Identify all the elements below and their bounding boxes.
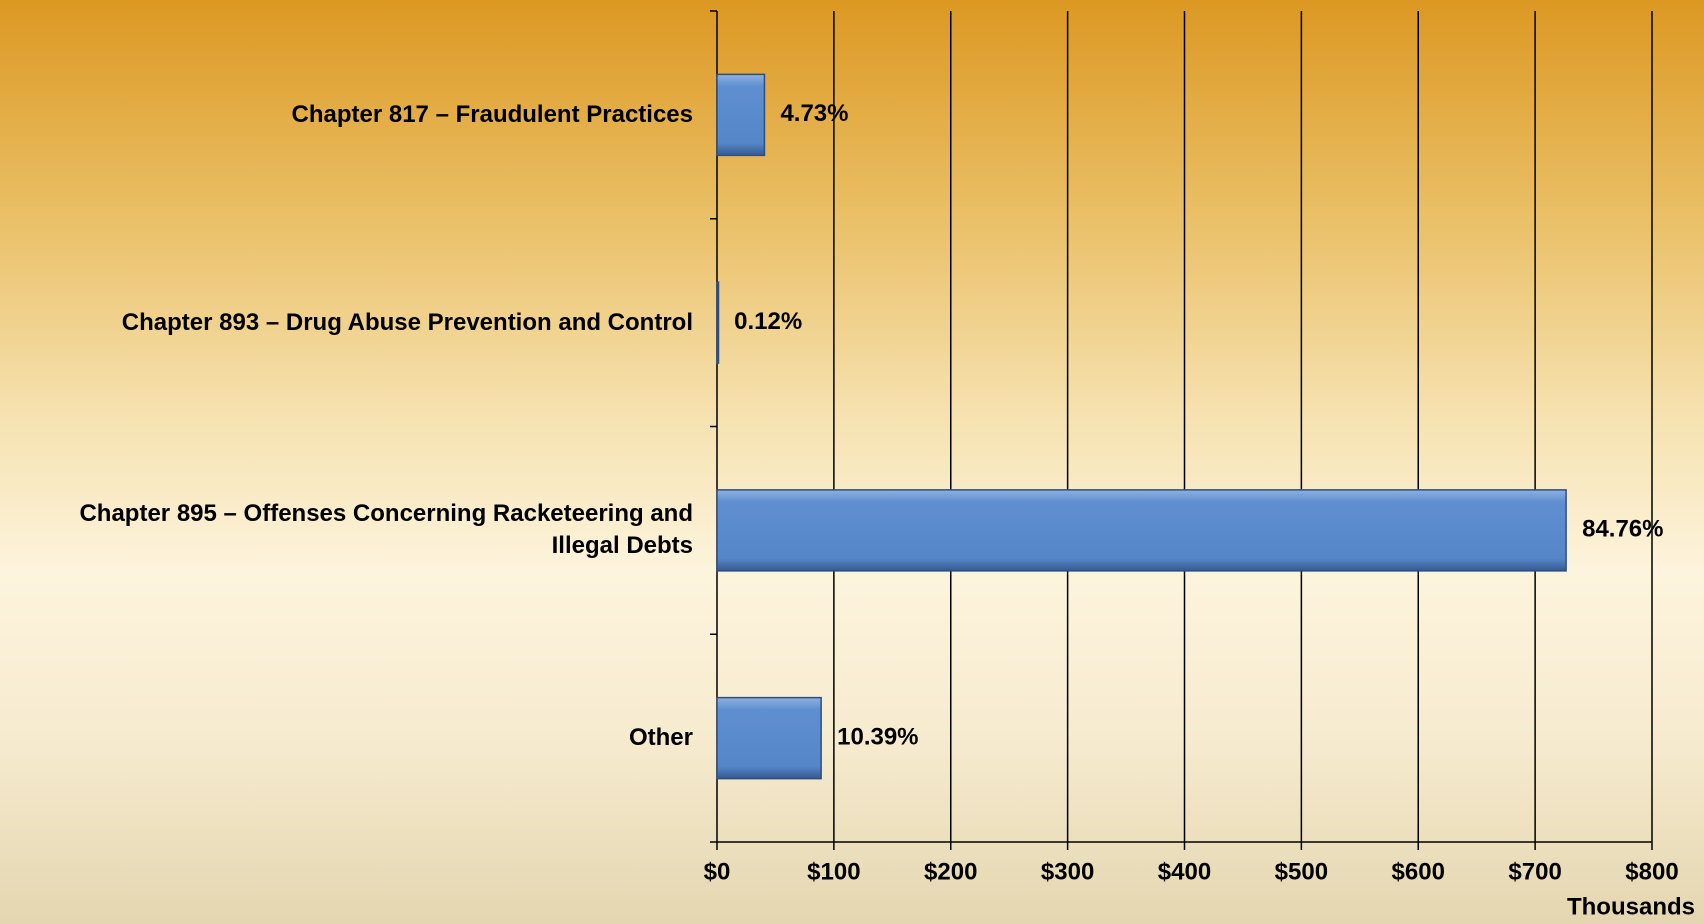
bar [716,489,1567,572]
x-tick-label: $500 [1275,858,1328,885]
x-tick-label: $800 [1625,858,1678,885]
x-tick-label: $700 [1508,858,1561,885]
x-tick-label: $100 [807,858,860,885]
y-tick-label: Chapter 893 – Drug Abuse Prevention and … [121,308,693,336]
y-tick-label: Chapter 895 – Offenses Concerning Racket… [79,500,693,560]
data-label: 84.76% [1582,516,1663,543]
x-tick-label: $600 [1392,858,1445,885]
y-tick-label: Other [628,724,693,752]
y-tick-label: Chapter 817 – Fraudulent Practices [291,100,693,128]
data-label: 0.12% [734,308,802,335]
x-tick-label: $200 [924,858,977,885]
x-axis-label: Thousands [1567,893,1695,920]
bar [716,696,822,780]
x-tick-label: $400 [1158,858,1211,885]
bar [716,281,720,364]
x-tick-label: $0 [704,858,731,885]
x-tick-label: $300 [1041,858,1094,885]
data-label: 10.39% [837,723,918,750]
data-label: 4.73% [780,100,848,127]
bar [716,73,766,157]
